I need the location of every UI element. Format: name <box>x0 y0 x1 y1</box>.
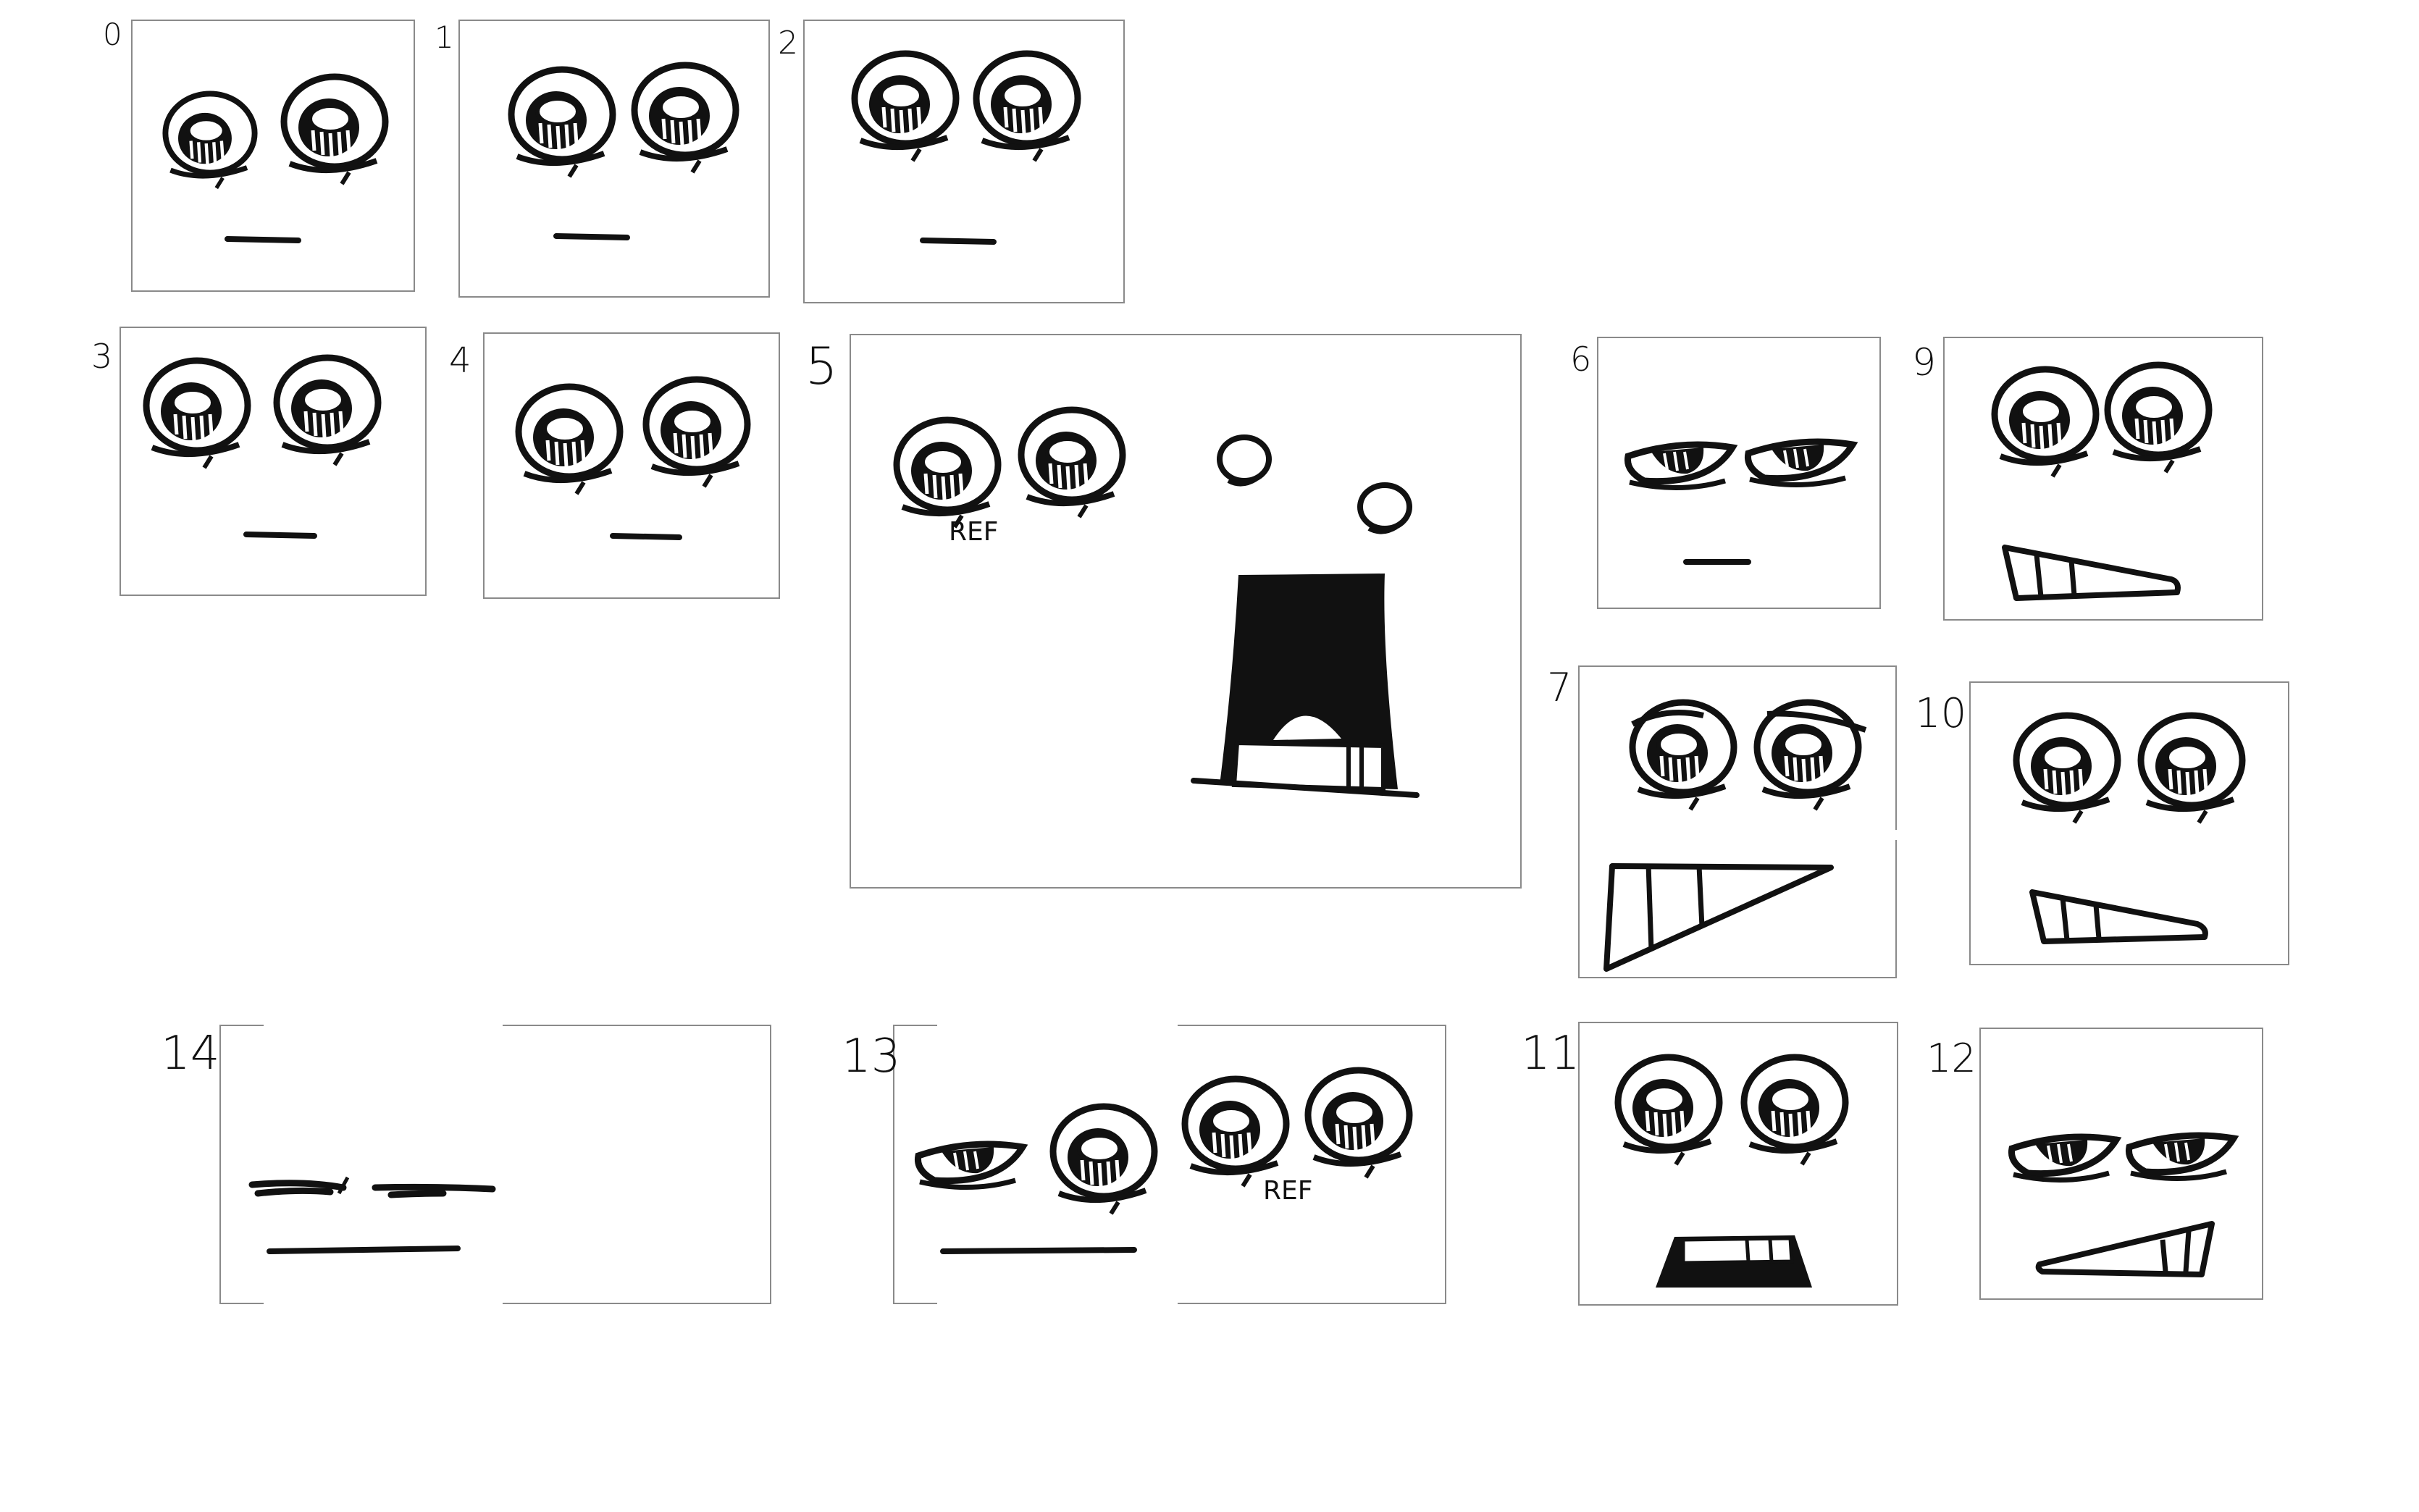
right-eye-dot-icon <box>1360 485 1409 532</box>
panel-6: 6 <box>1570 337 1881 609</box>
panel-number: 3 <box>91 337 112 376</box>
panel-5: 5 REF <box>805 334 1522 889</box>
panel-number: 12 <box>1927 1036 1976 1081</box>
panel-number: 6 <box>1570 340 1591 379</box>
left-eye-icon <box>2011 1137 2116 1180</box>
panel-12: 12 <box>1927 1028 2263 1300</box>
left-eye-dot-icon <box>1220 437 1269 484</box>
panel-number: 5 <box>805 337 838 396</box>
panel-number: 13 <box>842 1030 900 1083</box>
panel-1: 1 <box>435 20 770 298</box>
panel-10: 10 <box>1915 681 2289 965</box>
mouth-line <box>610 533 682 540</box>
left-eye-icon <box>1627 445 1732 488</box>
mouth-wedge <box>2002 545 2181 601</box>
mouth-line <box>243 532 317 539</box>
panel-number: 0 <box>103 17 122 52</box>
mouth-line <box>267 1246 461 1254</box>
lower-teeth <box>1231 740 1385 792</box>
ref-label: REF <box>949 517 998 547</box>
panel-3: 3 <box>91 327 427 596</box>
mouth-line <box>940 1247 1137 1254</box>
panel-7: 7 <box>1547 665 1900 978</box>
panel-number: 7 <box>1547 665 1572 710</box>
open-mouth-shape <box>1220 574 1398 789</box>
panel-14: 14 <box>161 1021 771 1308</box>
panel-number: 11 <box>1521 1027 1580 1080</box>
mouth-line <box>225 236 301 243</box>
panel-9: 9 <box>1912 337 2263 621</box>
panel-number: 4 <box>449 340 471 381</box>
panel-number: 14 <box>161 1027 219 1080</box>
panel-number: 2 <box>778 25 798 62</box>
panel-number: 9 <box>1912 341 1936 385</box>
panel-number: 10 <box>1915 690 1966 737</box>
panel-13: 13 REF <box>842 1021 1446 1308</box>
right-eye-icon <box>1748 442 1853 485</box>
ref-label: REF <box>1263 1176 1312 1206</box>
mouth-wedge <box>2035 1221 2215 1277</box>
panel-11: 11 <box>1521 1022 1898 1306</box>
panel-0: 0 <box>103 17 415 292</box>
mouth-teeth <box>1273 715 1341 740</box>
left-closed-eye-icon <box>248 1180 347 1197</box>
right-closed-eye-icon <box>372 1183 496 1198</box>
left-eye-icon <box>918 1144 1023 1188</box>
chin-line <box>1191 778 1420 798</box>
panel-2: 2 <box>778 20 1125 303</box>
panel-4: 4 <box>449 332 780 599</box>
panel-number: 1 <box>435 20 454 55</box>
mouth-wedge <box>1603 863 1834 972</box>
right-eye-icon <box>2129 1135 2234 1179</box>
upper-teeth <box>1681 1236 1794 1265</box>
mouth-wedge <box>2029 889 2208 944</box>
mouth-line <box>553 233 630 240</box>
mouth-line <box>920 238 997 245</box>
